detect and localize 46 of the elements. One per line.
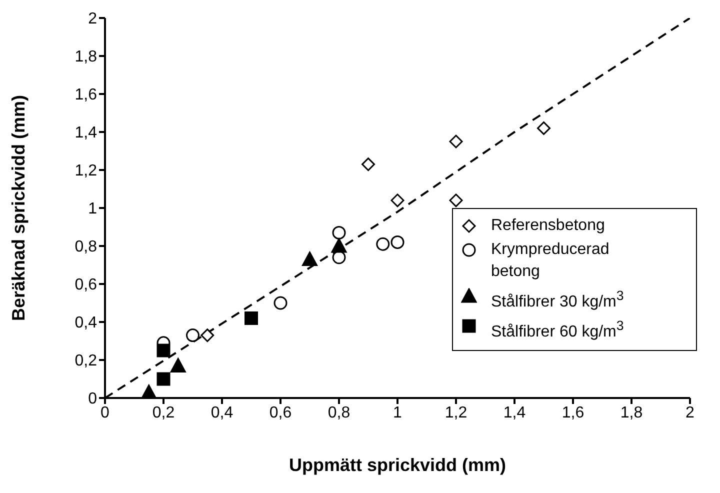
point bbox=[156, 344, 170, 358]
point bbox=[390, 235, 404, 249]
y-tick-label: 0,2 bbox=[74, 352, 98, 370]
x-tick-label: 1,6 bbox=[562, 404, 584, 422]
x-tick-label: 0,8 bbox=[328, 404, 350, 422]
legend-label: Referensbetong bbox=[491, 216, 606, 236]
point bbox=[244, 311, 258, 325]
point bbox=[141, 384, 157, 398]
x-tick-label: 1,8 bbox=[620, 404, 643, 422]
y-tick-label: 1,8 bbox=[74, 48, 98, 66]
point bbox=[156, 372, 170, 386]
y-tick-label: 1,4 bbox=[74, 124, 98, 142]
point bbox=[376, 237, 390, 251]
y-tick-label: 1 bbox=[88, 200, 98, 218]
x-tick-label: 1,2 bbox=[444, 404, 468, 422]
y-tick-label: 0 bbox=[88, 390, 98, 408]
y-tick-label: 0,6 bbox=[74, 276, 98, 294]
point bbox=[449, 194, 463, 208]
x-tick-label: 1,4 bbox=[503, 404, 526, 422]
y-tick-label: 0,8 bbox=[74, 238, 98, 256]
y-axis-title: Beräknad sprickvidd (mm) bbox=[8, 94, 28, 322]
point bbox=[186, 328, 200, 342]
x-tick-label: 0,4 bbox=[210, 404, 234, 422]
legend-label: Stålfibrer 60 kg/m$^{3}$ bbox=[491, 317, 625, 343]
legend-label: Stålfibrer 30 kg/m$^{3}$ bbox=[491, 287, 625, 312]
legend-label: Krympreducerad betong bbox=[491, 240, 610, 282]
point bbox=[362, 158, 375, 172]
x-tick-label: 2 bbox=[686, 404, 695, 422]
y-tick-label: 2 bbox=[88, 10, 98, 28]
point bbox=[449, 134, 463, 148]
y-tick-label: 1,2 bbox=[74, 162, 98, 180]
x-axis-title: Uppmätt sprickvidd (mm) bbox=[288, 455, 506, 475]
y-tick-label: 1,6 bbox=[74, 86, 98, 104]
x-tick-label: 0,2 bbox=[152, 404, 175, 422]
point bbox=[200, 328, 214, 342]
y-tick-label: 0,4 bbox=[74, 314, 98, 332]
point bbox=[302, 252, 318, 266]
x-tick-label: 0,6 bbox=[269, 404, 292, 422]
x-tick-label: 0 bbox=[100, 404, 110, 422]
x-tick-label: 1 bbox=[393, 404, 402, 422]
point bbox=[170, 358, 186, 372]
point bbox=[390, 194, 404, 208]
point bbox=[332, 226, 346, 240]
point bbox=[537, 121, 550, 135]
point bbox=[331, 238, 347, 253]
point bbox=[274, 296, 288, 310]
